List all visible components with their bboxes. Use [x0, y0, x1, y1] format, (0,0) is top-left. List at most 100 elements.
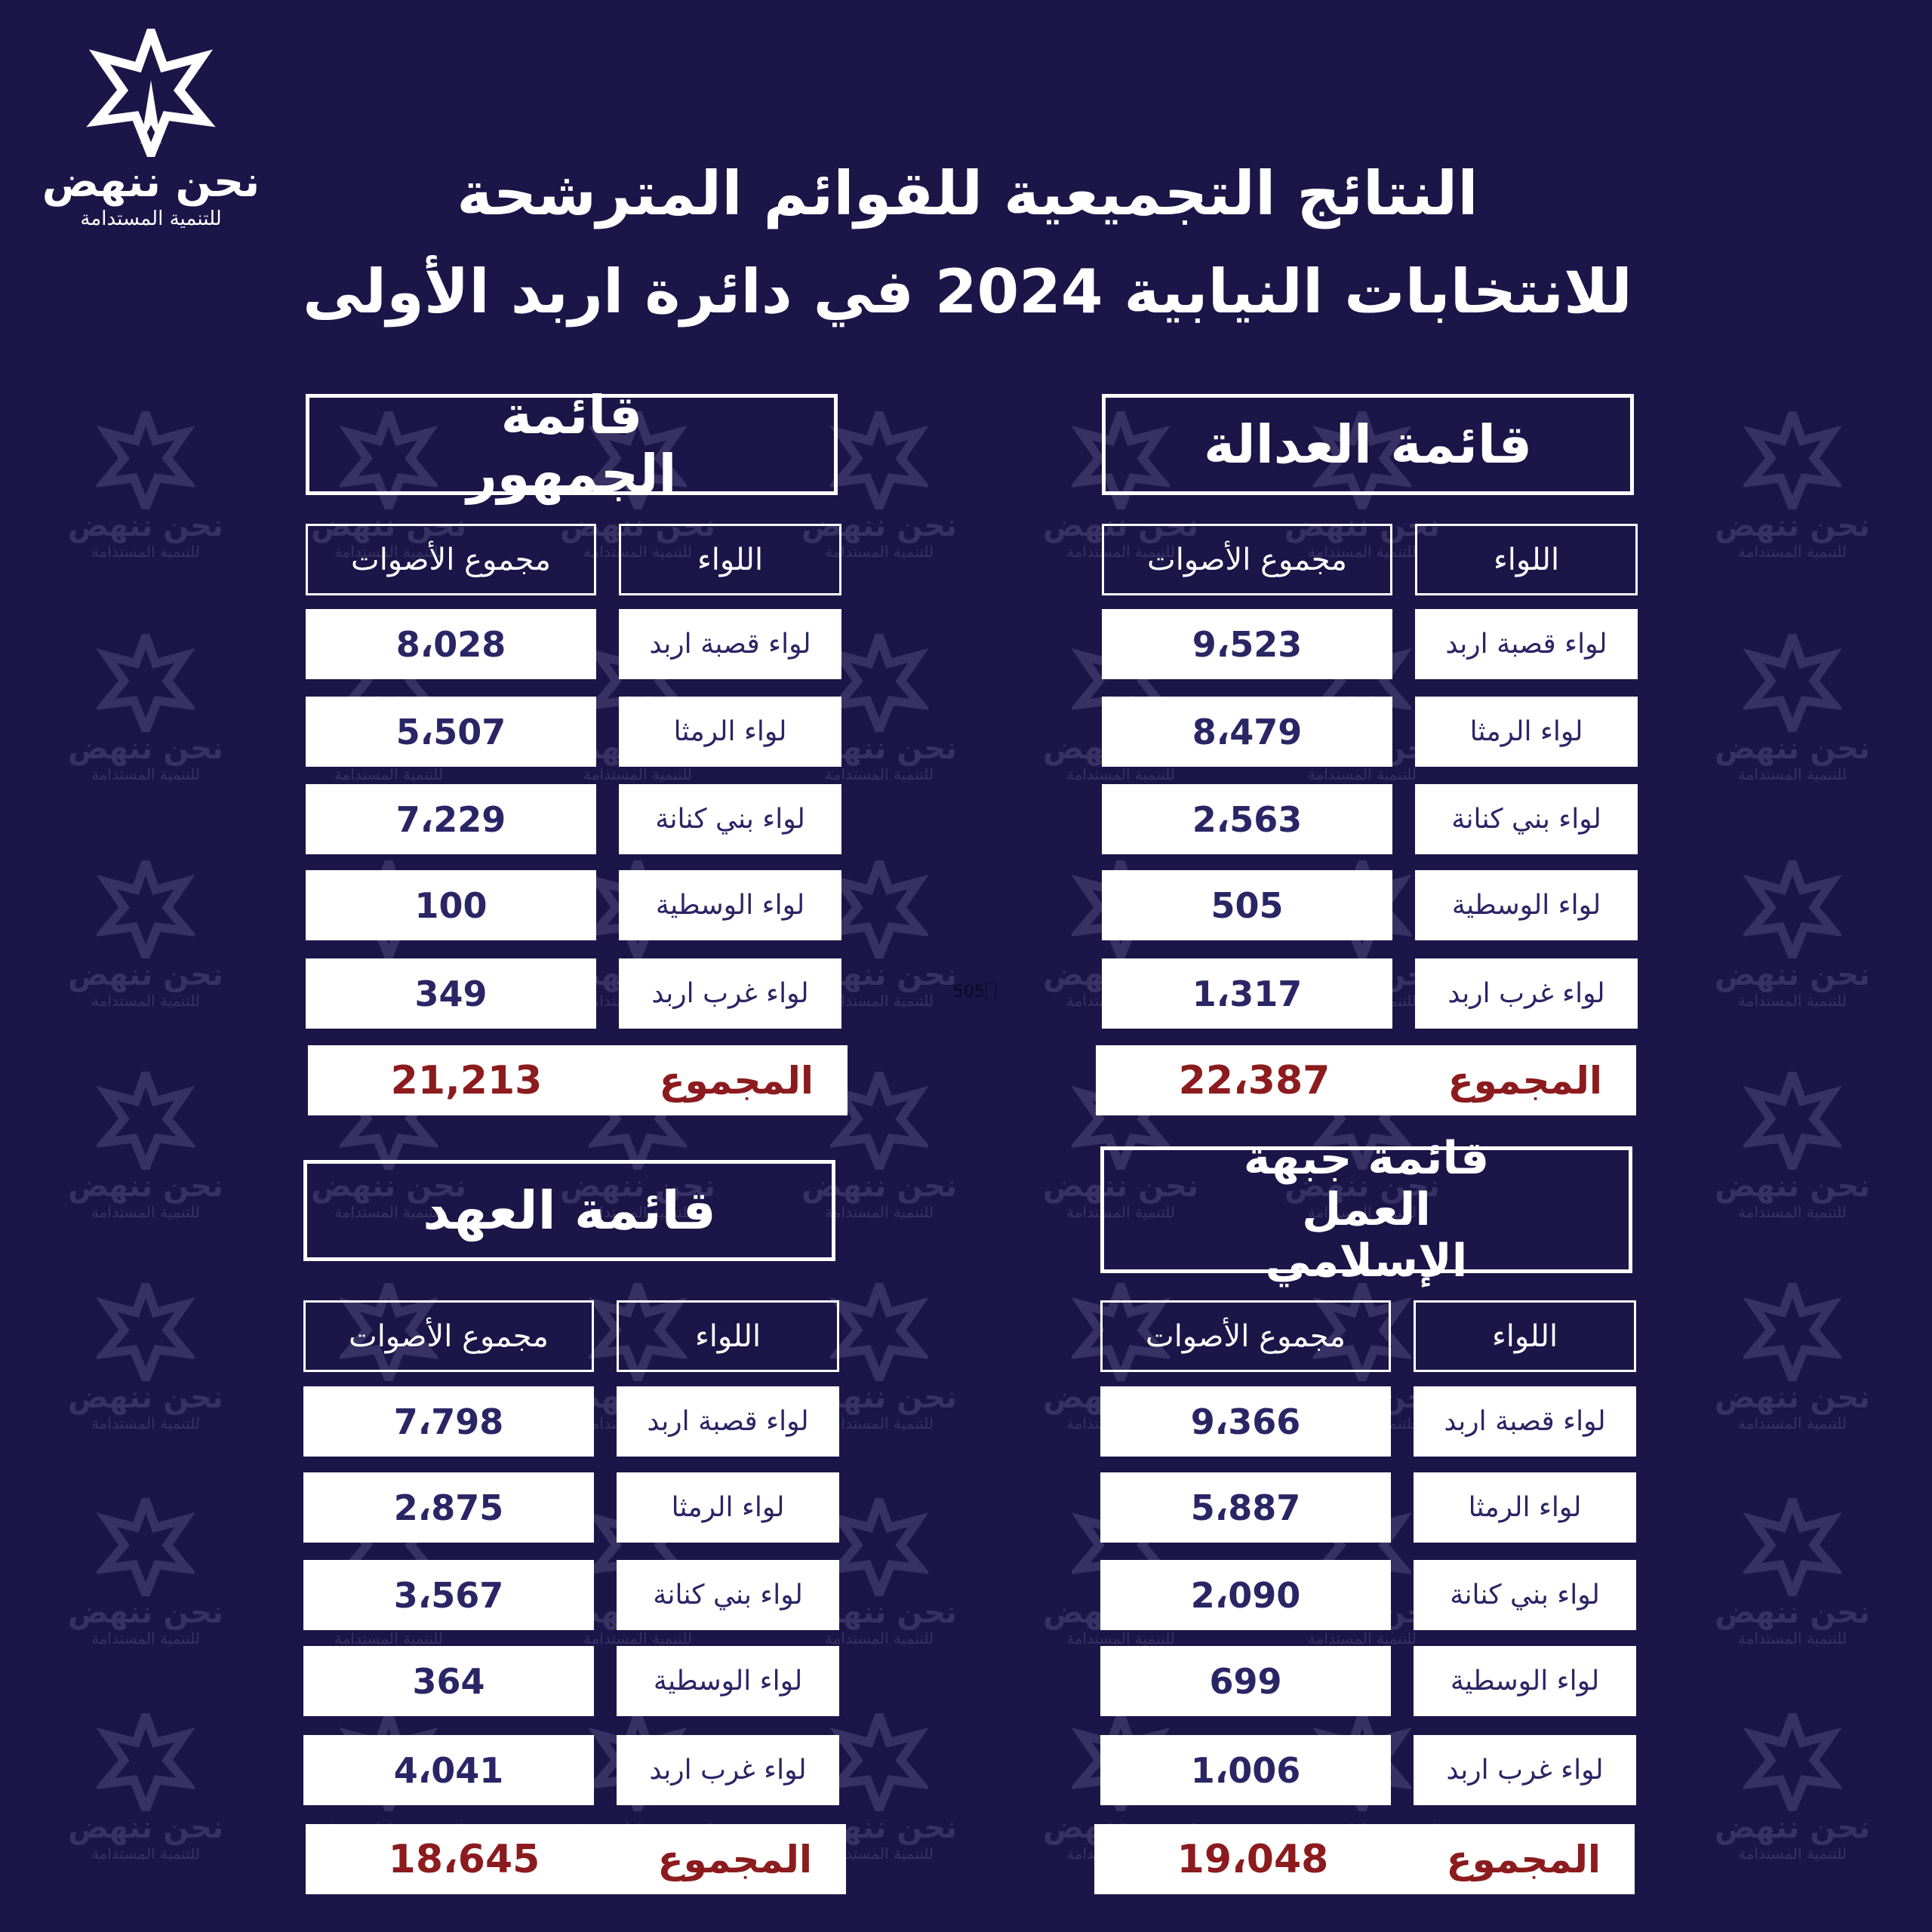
liwa-cell: لواء غرب اربد: [1414, 1735, 1636, 1805]
watermark-name: نحن ننهض: [801, 1169, 958, 1204]
votes-cell: 9،366: [1100, 1386, 1391, 1457]
liwa-cell: لواء بني كنانة: [1415, 784, 1638, 854]
star-logo-icon: [830, 634, 928, 732]
list-title: قائمة جبهة العمل الإسلامي: [1243, 1132, 1490, 1287]
watermark-tagline: للتنمية المستدامة: [583, 1203, 693, 1221]
logo: نحن ننهض للتنمية المستدامة: [38, 29, 264, 231]
liwa-cell: لواء الوسطية: [619, 870, 841, 940]
votes-cell: 4،041: [303, 1735, 594, 1805]
liwa-cell: لواء غرب اربد: [1415, 958, 1638, 1029]
votes-cell: 505: [1102, 870, 1392, 940]
star-logo-icon: [97, 1713, 195, 1811]
watermark-tagline: للتنمية المستدامة: [1737, 1844, 1847, 1863]
watermark-name: نحن ننهض: [310, 509, 467, 543]
votes-cell: 9،523: [1102, 609, 1392, 679]
watermark-tagline: للتنمية المستدامة: [824, 1414, 934, 1432]
watermark-name: نحن ننهض: [559, 1169, 716, 1204]
watermark-name: نحن ننهض: [1714, 509, 1871, 543]
watermark-tagline: للتنمية المستدامة: [1307, 1629, 1417, 1647]
header-votes: مجموع الأصوات: [1102, 524, 1392, 595]
watermark-tagline: للتنمية المستدامة: [91, 543, 201, 561]
watermark-name: نحن ننهض: [559, 509, 716, 543]
star-logo-icon: [1743, 1713, 1841, 1811]
watermark-tagline: للتنمية المستدامة: [1737, 543, 1847, 561]
list-title: قائمة الجمهور: [466, 384, 677, 505]
logo-tagline: للتنمية المستدامة: [80, 208, 222, 230]
star-logo-icon: [97, 411, 195, 509]
header-votes: مجموع الأصوات: [303, 1300, 594, 1372]
total-value: 21,213: [390, 1057, 543, 1103]
liwa-cell: لواء الوسطية: [1414, 1646, 1636, 1716]
total-value: 18،645: [388, 1836, 540, 1882]
total-value: 22،387: [1178, 1057, 1331, 1103]
total-label: المجموع: [1446, 1837, 1601, 1881]
votes-cell: 699: [1100, 1646, 1391, 1716]
watermark-tagline: للتنمية المستدامة: [824, 1629, 934, 1647]
watermark-name: نحن ننهض: [67, 1169, 224, 1204]
votes-cell: 2،090: [1100, 1560, 1391, 1630]
star-logo-icon: [1072, 1713, 1170, 1811]
total-label: المجموع: [1447, 1058, 1603, 1103]
star-logo-icon: [830, 411, 928, 509]
watermark-name: نحن ننهض: [1714, 1810, 1871, 1845]
watermark-name: نحن ننهض: [67, 1380, 224, 1415]
watermark-name: نحن ننهض: [1284, 509, 1441, 543]
watermark-name: نحن ننهض: [801, 509, 958, 543]
total-label: المجموع: [657, 1837, 813, 1881]
watermark-tagline: للتنمية المستدامة: [1066, 1203, 1176, 1221]
watermark-tagline: للتنمية المستدامة: [1066, 1629, 1176, 1647]
watermark-tagline: للتنمية المستدامة: [1737, 1203, 1847, 1221]
star-logo-icon: [830, 860, 928, 958]
star-logo-icon: [1313, 411, 1411, 509]
votes-cell: 2،563: [1102, 784, 1392, 854]
watermark-tagline: للتنمية المستدامة: [1307, 543, 1417, 561]
star-logo-icon: [340, 411, 438, 509]
total-row: المجموع 18،645: [306, 1824, 846, 1894]
total-row: المجموع 22،387: [1096, 1045, 1636, 1115]
votes-cell: 8،028: [306, 609, 596, 679]
page-title-line1: النتائج التجميعية للقوائم المترشحة: [457, 158, 1478, 229]
watermark-tagline: للتنمية المستدامة: [1066, 765, 1176, 783]
header-liwa: اللواء: [1414, 1300, 1636, 1372]
votes-cell: 349: [306, 958, 596, 1029]
star-logo-icon: [86, 29, 216, 157]
watermark-name: نحن ننهض: [1714, 1169, 1871, 1204]
watermark-tagline: للتنمية المستدامة: [91, 1203, 201, 1221]
liwa-cell: لواء الرمثا: [1415, 697, 1638, 767]
watermark-tagline: للتنمية المستدامة: [1737, 1629, 1847, 1647]
votes-cell: 100: [306, 870, 596, 940]
star-logo-icon: [1743, 411, 1841, 509]
star-logo-icon: [340, 1713, 438, 1811]
votes-cell: 1،006: [1100, 1735, 1391, 1805]
votes-cell: 7،229: [306, 784, 596, 854]
votes-cell: 5،507: [306, 697, 596, 767]
liwa-cell: لواء الوسطية: [617, 1646, 839, 1716]
star-logo-icon: [1743, 1283, 1841, 1381]
votes-cell: 3،567: [303, 1560, 594, 1630]
star-logo-icon: [97, 1283, 195, 1381]
watermark-tagline: للتنمية المستدامة: [91, 1629, 201, 1647]
watermark-tagline: للتنمية المستدامة: [91, 992, 201, 1010]
star-logo-icon: [1072, 1283, 1170, 1381]
star-logo-icon: [97, 1072, 195, 1170]
watermark-name: نحن ننهض: [1714, 958, 1871, 992]
total-row: المجموع 21,213: [308, 1045, 848, 1115]
list-title-box: قائمة العدالة: [1102, 394, 1634, 495]
watermark-tagline: للتنمية المستدامة: [91, 1414, 201, 1432]
watermark-tagline: للتنمية المستدامة: [583, 1629, 693, 1647]
liwa-cell: لواء الرمثا: [617, 1472, 839, 1543]
watermark-name: نحن ننهض: [310, 1169, 467, 1204]
